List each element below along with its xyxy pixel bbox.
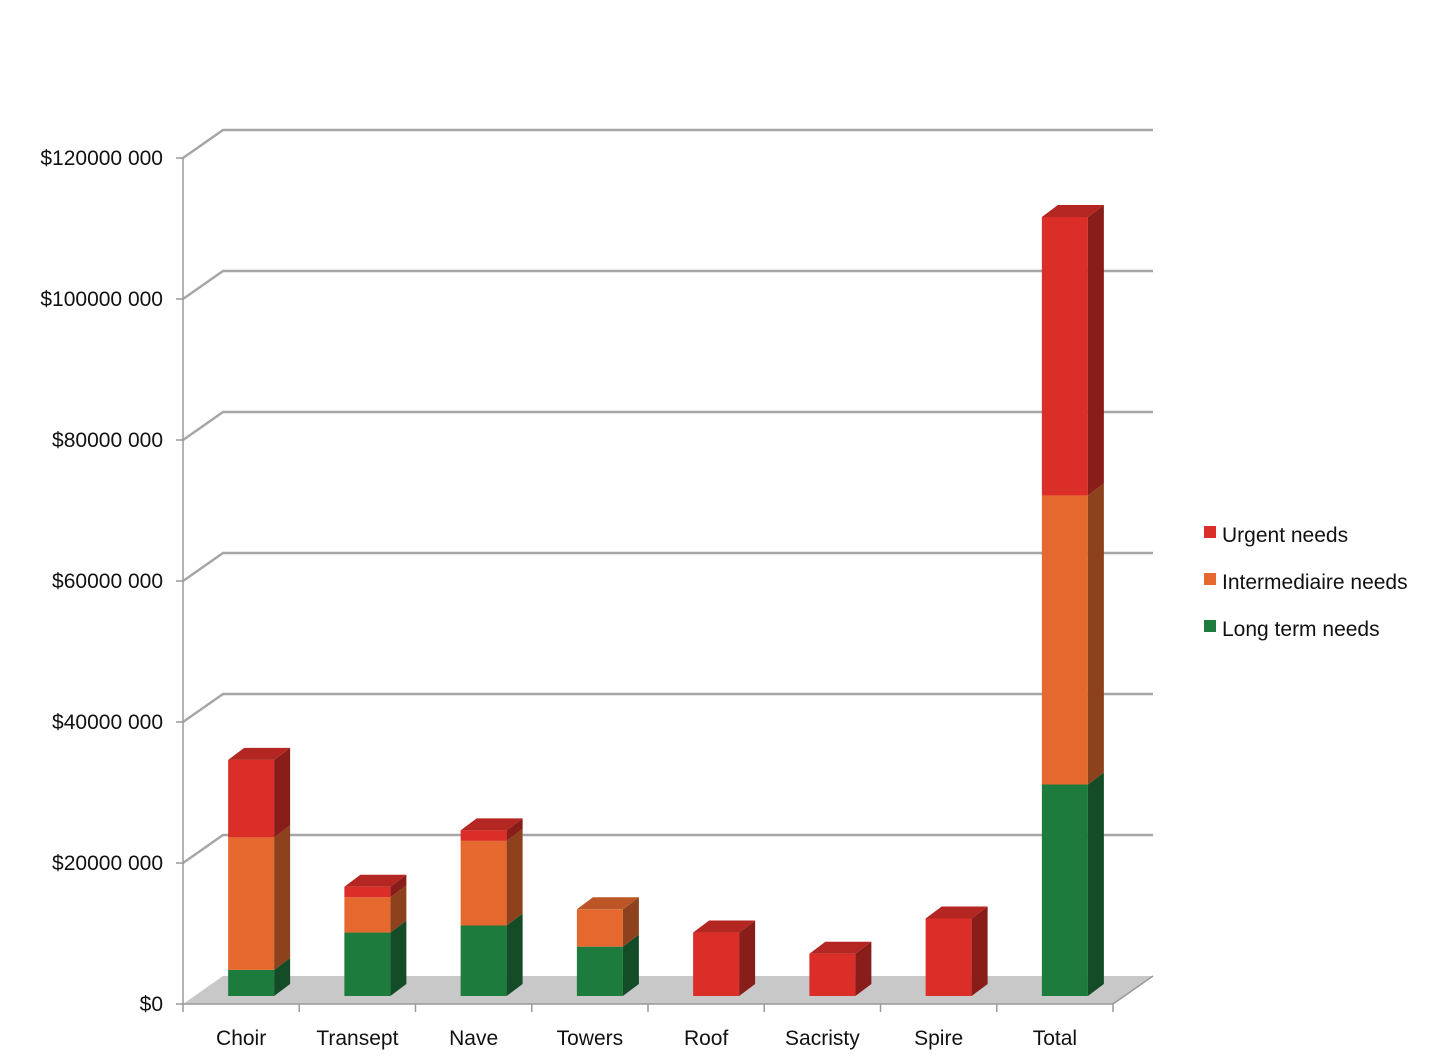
bar-side [390,885,407,933]
bar-front [344,932,391,996]
bar-front [809,953,856,996]
bar-segment [228,825,291,970]
legend-swatch [1204,620,1216,632]
bar-side [1087,204,1104,496]
legend-swatch [1204,573,1216,585]
gridline [182,269,1153,301]
x-tick-label: Choir [216,1027,266,1050]
bar-front [344,886,391,898]
bar-side [506,828,523,926]
bar-side [739,920,756,996]
bar-front [460,925,507,996]
legend-label: Intermediaire needs [1222,571,1408,594]
bar-top [693,920,756,933]
bar-top [1041,204,1104,217]
bar-segment [925,906,988,996]
x-tick-label: Towers [557,1027,624,1050]
y-tick-label: $20000 000 [52,852,163,875]
bar-side [274,957,291,996]
bar-top [460,818,523,831]
legend-item: Urgent needs [1204,524,1348,547]
y-tick-label: $100000 000 [40,288,163,311]
bar-segment [576,897,639,947]
bar-front [1041,784,1088,996]
bar-segment [460,913,523,996]
bar-side [622,897,639,947]
bar-front [460,840,507,926]
bar-front [228,969,275,996]
gridlines [182,128,1153,865]
bar-top [925,906,988,919]
bars [228,204,1104,996]
bar-front [576,946,623,996]
bar-segment [1041,483,1104,785]
bar-front [693,932,740,996]
y-tick-label: $60000 000 [52,570,163,593]
bar-side [855,941,872,996]
gridline [182,410,1153,442]
y-tick-label: $120000 000 [40,147,163,170]
bar-segment [228,957,291,996]
legend-label: Urgent needs [1222,524,1348,547]
bar-front [228,759,275,838]
y-tick-label: $80000 000 [52,429,163,452]
legend-swatch [1204,526,1216,538]
bar-segment [460,818,523,841]
x-tick-label: Spire [914,1027,963,1050]
x-tick-label: Total [1033,1027,1077,1050]
gridline [182,692,1153,724]
bar-side [506,913,523,996]
gridline [182,128,1153,160]
bar-segment [693,920,756,996]
axes [176,157,1154,1012]
bar-side [971,906,988,996]
bar-side [506,818,523,841]
bar-side [1087,772,1104,996]
legend-label: Long term needs [1222,618,1380,641]
bar-side [622,934,639,996]
chart-walls [183,976,1153,1004]
x-tick-label: Nave [449,1027,498,1050]
bar-segment [1041,772,1104,996]
y-tick-labels: $0 $20000 000 $40000 000 $60000 000 $80000 0… [40,147,163,1016]
y-tick-label: $0 [140,993,163,1016]
bar-side [390,920,407,996]
bar-segment [228,747,291,838]
bar-front [925,918,972,996]
bar-front [1041,495,1088,785]
bar-segment [344,920,407,996]
bar-segment [460,828,523,926]
x-tick-label: Transept [316,1027,398,1050]
legend: Urgent needs Intermediaire needs Long term… [1204,524,1408,641]
bar-side [390,874,407,898]
bar-front [460,830,507,841]
bar-front [576,909,623,947]
bar-side [274,825,291,970]
bar-front [344,897,391,933]
gridline [182,551,1153,583]
bar-top [576,897,639,910]
legend-item: Intermediaire needs [1204,571,1408,594]
x-tick-label: Roof [684,1027,729,1050]
floor [183,976,1153,1004]
bar-top [809,941,872,954]
bar-top [228,747,291,760]
bar-segment [809,941,872,996]
x-tick-label: Sacristy [785,1027,860,1050]
bar-segment [1041,204,1104,496]
bar-segment [344,885,407,933]
gridline [182,833,1153,865]
y-tick-label: $40000 000 [52,711,163,734]
bar-top [344,874,407,887]
bar-segment [344,874,407,898]
floor-edge [1112,975,1154,1005]
bar-segment [576,934,639,996]
x-tick-labels: Choir Transept Nave Towers Roof Sacristy Spire… [216,1027,1077,1050]
bar-side [1087,483,1104,785]
legend-item: Long term needs [1204,618,1380,641]
bar-side [274,747,291,838]
bar-front [228,837,275,970]
bar-front [1041,216,1088,496]
